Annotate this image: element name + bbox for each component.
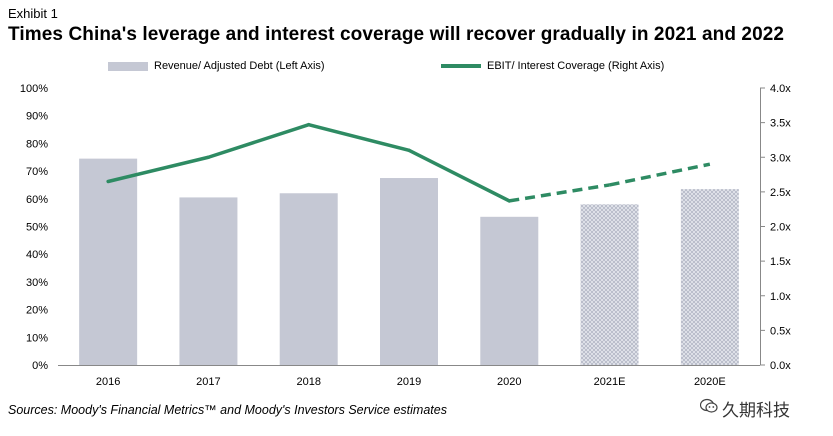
left-tick-label: 90%: [26, 111, 48, 123]
x-tick-label: 2021E: [594, 376, 626, 388]
right-tick-label: 0.5x: [770, 325, 791, 337]
bar: [79, 158, 138, 365]
left-tick-label: 10%: [26, 332, 48, 344]
legend-item-line: EBIT/ Interest Coverage (Right Axis): [441, 58, 664, 74]
line-segment: [206, 122, 311, 159]
line-segment: [509, 183, 610, 203]
bar: [279, 193, 338, 365]
chart-title: Times China's leverage and interest cove…: [8, 24, 785, 45]
watermark: 久期科技: [699, 396, 790, 421]
left-tick-label: 40%: [26, 249, 48, 261]
source-note: Sources: Moody's Financial Metrics™ and …: [8, 403, 447, 417]
left-tick-label: 80%: [26, 138, 48, 150]
right-tick-label: 3.5x: [770, 118, 791, 130]
left-tick-label: 0%: [32, 360, 48, 372]
right-tick-label: 1.0x: [770, 291, 791, 303]
left-tick-label: 100%: [20, 83, 48, 95]
line-segment: [306, 122, 411, 153]
legend-bar-label: Revenue/ Adjusted Debt (Left Axis): [154, 60, 325, 72]
bar: [480, 216, 539, 365]
right-tick-label: 2.5x: [770, 187, 791, 199]
bar: [680, 189, 739, 365]
line-segment: [407, 148, 512, 203]
right-tick-label: 1.5x: [770, 256, 791, 268]
left-tick-label: 60%: [26, 194, 48, 206]
left-tick-label: 20%: [26, 305, 48, 317]
left-tick-label: 30%: [26, 277, 48, 289]
bar: [179, 197, 238, 365]
x-tick-label: 2019: [397, 376, 421, 388]
watermark-text: 久期科技: [722, 401, 790, 420]
legend-bar-swatch: [108, 61, 148, 71]
exhibit-label: Exhibit 1: [8, 6, 58, 21]
legend-line-swatch: [441, 64, 481, 68]
x-tick-label: 2020: [497, 376, 521, 388]
line-segment: [106, 155, 211, 184]
right-tick-label: 0.0x: [770, 360, 791, 372]
x-tick-label: 2016: [96, 376, 120, 388]
bar: [380, 178, 438, 365]
line-segment: [609, 162, 711, 187]
x-tick-label: 2017: [196, 376, 220, 388]
legend-line-label: EBIT/ Interest Coverage (Right Axis): [487, 60, 665, 72]
left-tick-label: 50%: [26, 222, 48, 234]
left-tick-label: 70%: [26, 166, 48, 178]
x-tick-label: 2020E: [694, 376, 726, 388]
right-tick-label: 2.0x: [770, 222, 791, 234]
bar: [580, 204, 639, 365]
legend-item-bar: Revenue/ Adjusted Debt (Left Axis): [108, 58, 325, 74]
wechat-logo-icon: [699, 398, 718, 419]
x-tick-label: 2018: [296, 376, 320, 388]
right-tick-label: 3.0x: [770, 152, 791, 164]
right-tick-label: 4.0x: [770, 83, 791, 95]
